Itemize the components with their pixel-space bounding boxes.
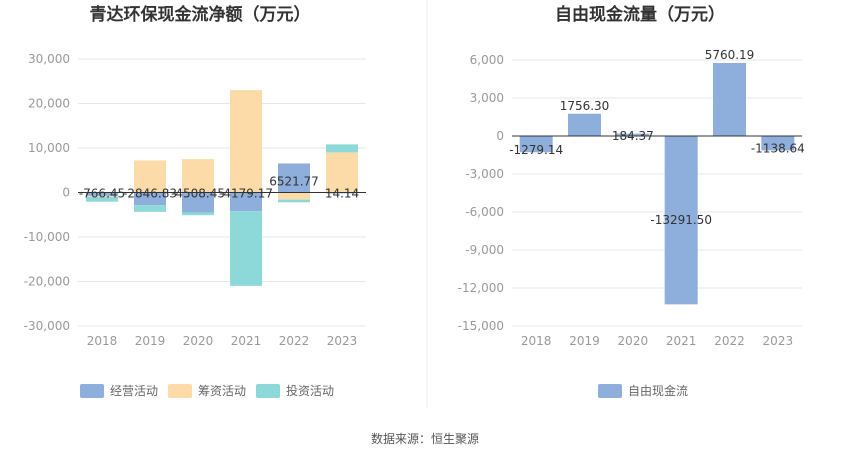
grid [512,59,802,327]
legend-label[interactable]: 自由现金流 [628,383,688,398]
y-tick-label: -20,000 [24,275,70,289]
bar-2020-series-2 [182,212,214,216]
chart-title: 自由现金流量（万元） [555,4,725,25]
data-label: -766.45 [79,187,125,201]
bar-2018-series-2 [86,196,118,202]
data-label: 5760.19 [705,48,755,62]
x-tick-label: 2018 [521,334,552,348]
y-tick-label: 30,000 [28,52,70,66]
data-label: 1756.30 [560,99,610,113]
y-axis: 30,000 20,000 10,000 0 -10,000 -20,000 -30,000 [24,52,70,333]
bar-2021-series-0 [664,136,698,305]
bar-2022-series-0 [278,163,310,193]
bar-2020-series-0 [616,133,650,136]
bar-2023-series-0 [761,136,795,151]
bar-2019-series-0 [568,113,601,136]
bar-2019-series-1 [134,160,166,193]
bar-2020-series-0 [182,192,214,213]
y-tick-label: 20,000 [28,97,70,111]
free-cash-flow-chart: 自由现金流量（万元） 6,000 3,000 0 -3,000 -6,000 -9,000… [458,4,805,398]
bar-2019-series-2 [134,205,166,212]
y-tick-label: 3,000 [470,91,504,105]
x-tick-label: 2020 [183,334,214,348]
y-tick-label: -15,000 [458,319,504,333]
y-tick-label: -6,000 [465,205,504,219]
bar-2022-series-2 [278,199,310,203]
cash-flow-chart: 青达环保现金流净额（万元） 30,000 20,000 10,000 0 -10,000… [24,4,366,398]
data-label: -4179.17 [219,187,273,201]
bar-2018-series-0 [519,136,553,153]
x-tick-label: 2023 [327,334,358,348]
data-label: 6521.77 [269,174,319,188]
legend-swatch[interactable] [80,384,104,398]
x-tick-label: 2019 [569,334,600,348]
data-label: 184.37 [612,129,654,143]
x-tick-label: 2022 [714,334,745,348]
bar-2023-series-2 [326,144,358,153]
data-labels: -1279.14 1756.30 184.37 -13291.50 5760.19 -11… [509,48,805,227]
x-tick-label: 2022 [279,334,310,348]
legend-label[interactable]: 筹资活动 [198,384,246,398]
legend-swatch[interactable] [256,384,280,398]
bar-2022-series-0 [713,63,746,136]
bar-2018-series-1 [86,195,118,197]
y-tick-label: -9,000 [465,243,504,257]
legend-swatch[interactable] [598,384,622,398]
y-tick-label: 6,000 [470,53,504,67]
y-tick-label: -3,000 [465,167,504,181]
legend-label[interactable]: 经营活动 [110,384,158,398]
x-tick-label: 2018 [87,334,118,348]
x-tick-label: 2021 [231,334,262,348]
y-tick-label: 0 [62,186,70,200]
x-tick-label: 2020 [618,334,649,348]
legend-swatch[interactable] [168,384,192,398]
chart-title: 青达环保现金流净额（万元） [90,4,311,25]
data-label: -4508.45 [171,187,225,201]
bars [519,63,795,305]
legend-label[interactable]: 投资活动 [286,383,334,398]
y-tick-label: 0 [496,129,504,143]
bar-2021-series-0 [230,192,262,212]
bar-2020-series-1 [182,159,214,193]
legend: 自由现金流 [598,383,688,398]
data-label: 14.14 [325,187,359,201]
bar-2021-series-1 [230,90,262,193]
legend: 经营活动 筹资活动 投资活动 [80,383,334,398]
x-tick-label: 2021 [666,334,697,348]
bar-2019-series-0 [134,192,166,206]
y-tick-label: -12,000 [458,281,504,295]
source-note: 数据来源：恒生聚源 [371,431,479,446]
x-axis: 2018 2019 2020 2021 2022 2023 [87,334,358,348]
data-label: -1279.14 [509,143,563,157]
data-label: -13291.50 [650,213,712,227]
y-tick-label: 10,000 [28,141,70,155]
x-axis: 2018 2019 2020 2021 2022 2023 [521,334,793,348]
bar-2022-series-1 [278,192,310,200]
bar-2021-series-2 [230,211,262,286]
bars [86,90,358,286]
x-tick-label: 2019 [135,334,166,348]
bar-2018-series-0 [86,192,118,196]
bar-2023-series-1 [326,152,358,193]
y-axis: 6,000 3,000 0 -3,000 -6,000 -9,000 -12,000 -15,… [458,53,504,333]
y-tick-label: -10,000 [24,230,70,244]
data-label: -2846.83 [123,187,177,201]
y-tick-label: -30,000 [24,319,70,333]
x-tick-label: 2023 [763,334,794,348]
data-label: -1138.64 [751,141,805,155]
